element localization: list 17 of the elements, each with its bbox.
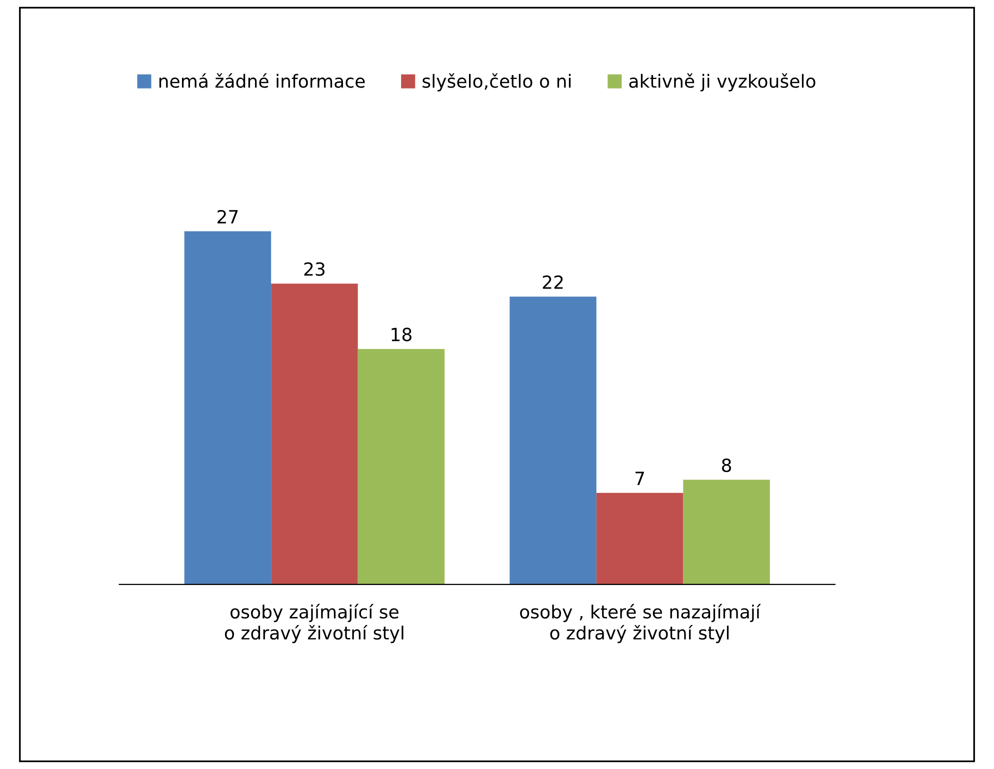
- data-label: 23: [304, 262, 325, 276]
- bar: [596, 492, 684, 584]
- data-label: 18: [392, 328, 412, 342]
- bar: [510, 296, 596, 584]
- bar: [683, 480, 770, 584]
- bar: [271, 284, 358, 584]
- bar: [358, 348, 445, 584]
- data-label: 27: [218, 210, 238, 224]
- data-label: 7: [636, 472, 644, 485]
- x-tick-label: osoby zajímající se o zdravý životní styl: [224, 604, 404, 644]
- bar: [184, 231, 272, 584]
- data-label: 8: [722, 458, 732, 472]
- data-label: 22: [542, 275, 563, 289]
- legend-label: aktivně ji vyzkoušelo: [629, 73, 816, 92]
- x-tick-label: osoby , které se nazajímají o zdravý životní styl: [520, 604, 761, 644]
- legend-label: nemá žádné informace: [159, 73, 365, 88]
- legend-label: slyšelo,četlo o ni: [422, 73, 571, 92]
